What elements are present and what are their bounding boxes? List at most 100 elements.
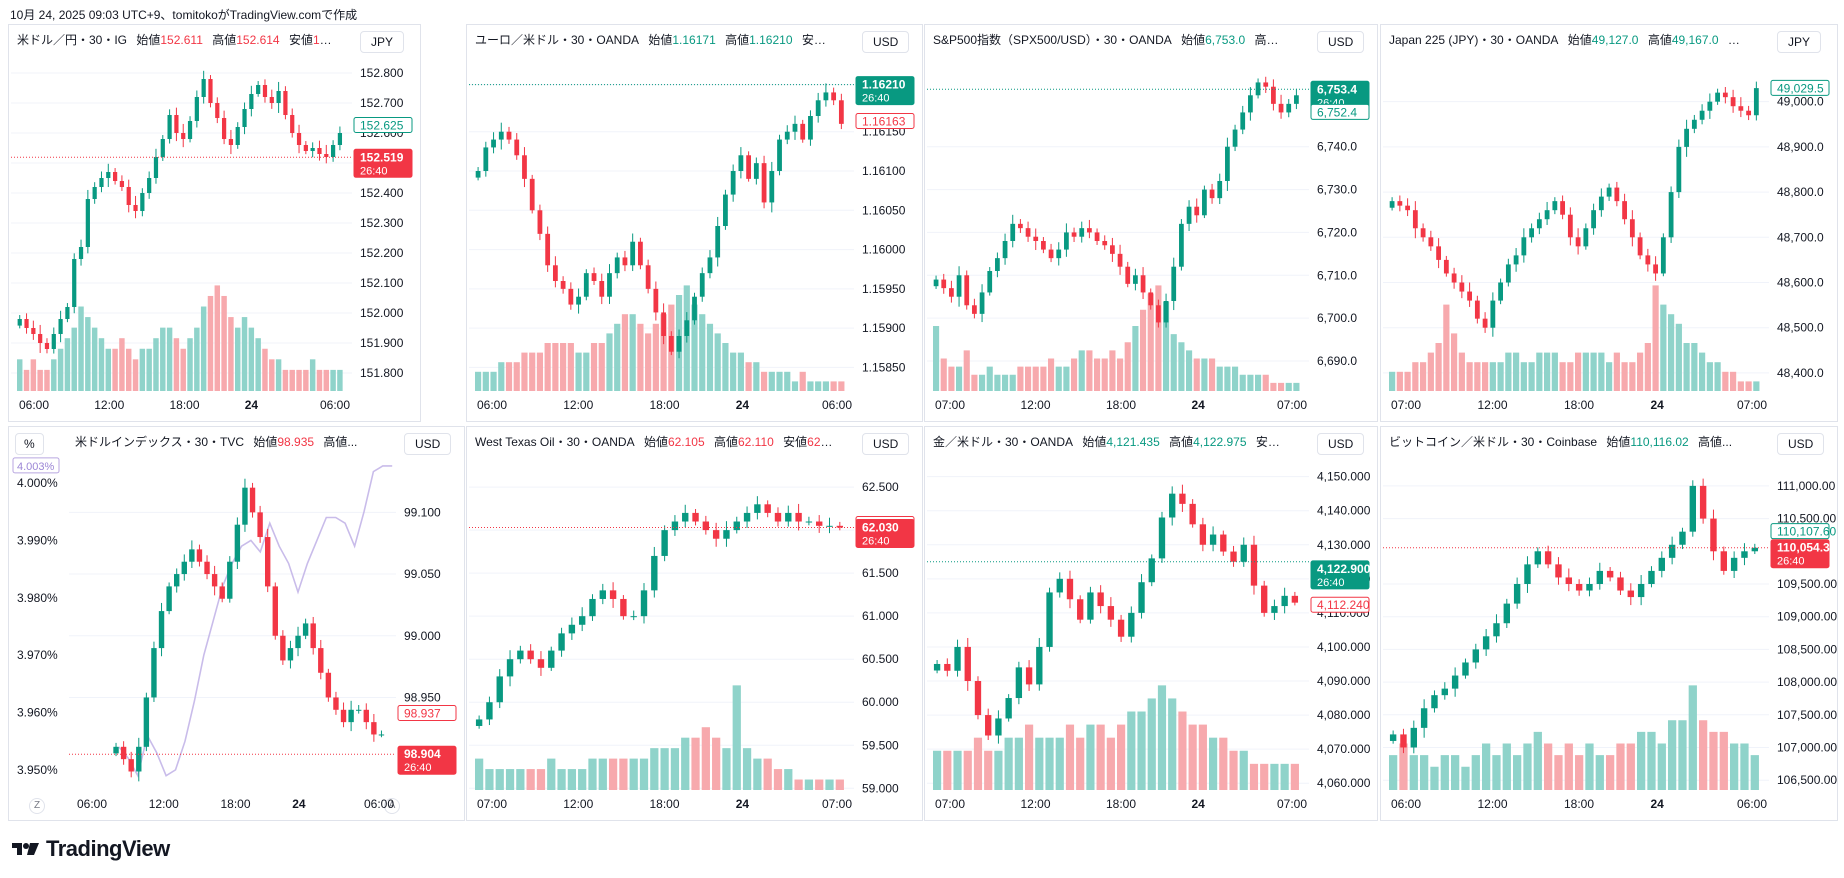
countdown-label: 26:40 <box>862 93 890 105</box>
chart-canvas[interactable]: 62.50062.00061.50061.00060.50060.00059.5… <box>467 427 922 820</box>
volume-bar <box>1482 743 1491 790</box>
candle-body <box>1524 564 1531 584</box>
volume-bar <box>51 359 57 391</box>
candle-body <box>1209 534 1217 545</box>
price-tag-value: 4,122.900 <box>1317 562 1371 576</box>
y-tick-label: 107,000.00 <box>1777 740 1837 754</box>
candle-body <box>1751 547 1759 552</box>
candle-body <box>1041 241 1046 250</box>
candle-body <box>1567 214 1573 238</box>
x-tick-label: 18:00 <box>1564 398 1594 412</box>
candle-body <box>1294 95 1299 104</box>
chart-panel[interactable]: ユーロ／米ドル・30・OANDA 始値1.16171 高値1.16210 安値.… <box>466 24 923 422</box>
volume-bar <box>282 369 289 391</box>
candle-body <box>1451 273 1457 283</box>
volume-bar <box>235 327 241 391</box>
zoom-reset-button[interactable]: Z <box>29 798 45 814</box>
volume-bar <box>126 348 132 391</box>
currency-button[interactable]: USD <box>1317 31 1365 53</box>
candle-body <box>1097 592 1104 607</box>
volume-bar <box>825 779 834 790</box>
volume-bar <box>275 359 282 391</box>
tradingview-brand: TradingView <box>46 836 170 861</box>
candle-body <box>330 145 336 157</box>
chart-panel[interactable]: 米ドル／円・30・IG 始値152.611 高値152.614 安値152.51… <box>8 24 421 422</box>
currency-button[interactable]: JPY <box>360 31 405 53</box>
volume-bar <box>1513 755 1522 790</box>
y-tick-label: 4,080.000 <box>1317 708 1371 722</box>
currency-button[interactable]: USD <box>862 433 910 455</box>
candle-body <box>196 549 203 562</box>
chart-canvas[interactable]: 99.100 99.050 99.000 98.950 4.000% 3.990% 3.98… <box>9 427 464 820</box>
volume-bar <box>557 769 566 790</box>
chart-canvas[interactable]: 4,150.0004,140.0004,130.0004,120.0004,11… <box>925 427 1377 820</box>
chart-panel[interactable]: Japan 225 (JPY)・30・OANDA 始値49,127.0 高値49… <box>1380 24 1838 422</box>
volume-bar <box>681 737 690 790</box>
chart-canvas[interactable]: 1.162101.161501.161001.160501.160001.159… <box>467 25 922 421</box>
volume-bar <box>71 327 77 391</box>
price-tag-value: 152.519 <box>360 150 404 164</box>
candle-body <box>208 79 213 103</box>
auto-scale-button[interactable]: A <box>384 798 400 814</box>
price-tag <box>397 745 457 775</box>
volume-bar <box>505 769 515 790</box>
volume-bar <box>1471 755 1480 790</box>
candle-body <box>1614 187 1620 202</box>
volume-bar <box>838 381 845 391</box>
price-tag-value: 110,107.60 <box>1777 525 1836 539</box>
candle-body <box>189 549 195 562</box>
currency-button[interactable]: JPY <box>1777 31 1822 53</box>
chart-panel[interactable]: 金／米ドル・30・OANDA 始値4,121.435 高値4,122.975 安… <box>924 426 1378 821</box>
candle-body <box>1443 259 1449 274</box>
candle-body <box>1627 590 1635 598</box>
candle-body <box>1722 92 1728 98</box>
currency-button[interactable]: USD <box>404 433 452 455</box>
candle-body <box>805 521 813 523</box>
volume-bar <box>712 737 721 790</box>
candle-body <box>1077 599 1084 620</box>
volume-bar <box>1399 743 1408 790</box>
candle-body <box>106 172 111 178</box>
chart-canvas[interactable]: 6,740.0 6,730.0 6,720.0 6,710.0 6,700.0 6,690… <box>925 25 1377 421</box>
x-tick-label: 18:00 <box>650 797 680 811</box>
chart-panel[interactable]: 米ドルインデックス・30・TVC 始値98.935 高値... USD% Z A 99.… <box>8 426 465 821</box>
x-tick-label: 18:00 <box>1106 797 1136 811</box>
chart-canvas[interactable]: 49,000.0 48,900.0 48,800.0 48,700.0 48,600.0… <box>1381 25 1837 421</box>
candle-body <box>522 155 527 179</box>
candle-body <box>378 734 385 736</box>
volume-bar <box>1035 737 1044 790</box>
chart-canvas[interactable]: 111,000.00 110,500.00 109,500.00 109,000.00… <box>1381 427 1837 820</box>
candle-body <box>638 241 643 266</box>
x-tick-label: 12:00 <box>94 398 124 412</box>
candle-body <box>576 296 581 305</box>
currency-button[interactable]: USD <box>862 31 910 53</box>
candle-body <box>317 148 322 154</box>
volume-bar <box>1209 358 1216 391</box>
candle-body <box>645 265 651 289</box>
volume-bar <box>1420 362 1427 391</box>
currency-button[interactable]: USD <box>1317 433 1365 455</box>
volume-bar <box>699 314 706 391</box>
currency-button[interactable]: USD <box>1777 433 1825 455</box>
chart-panel[interactable]: West Texas Oil・30・OANDA 始値62.105 高値62.11… <box>466 426 923 821</box>
y-tick-label: 110,500.00 <box>1777 512 1836 526</box>
chart-canvas[interactable]: 152.800152.700152.600152.500152.400152.3… <box>9 25 420 421</box>
volume-bar <box>1239 374 1246 391</box>
candle-body <box>133 205 138 211</box>
volume-bar <box>1737 381 1744 391</box>
volume-bar <box>1722 371 1729 391</box>
chart-panel[interactable]: S&P500指数（SPX500/USD）・30・OANDA 始値6,753.0 … <box>924 24 1378 422</box>
candle-body <box>113 746 119 754</box>
candle-body <box>537 659 545 668</box>
percent-scale-button[interactable]: % <box>15 433 44 455</box>
volume-bar <box>1071 358 1078 391</box>
chart-panel[interactable]: ビットコイン／米ドル・30・Coinbase 始値110,116.02 高値..… <box>1380 426 1838 821</box>
candle-body <box>227 561 233 599</box>
volume-bar <box>1065 724 1075 790</box>
x-tick-label: 24 <box>1651 398 1665 412</box>
y-tick-label: 49,000.0 <box>1777 95 1824 109</box>
candle-body <box>985 715 992 736</box>
candle-body <box>1645 255 1651 265</box>
tradingview-logo[interactable]: TradingView <box>12 836 170 862</box>
candle-body <box>302 623 309 636</box>
